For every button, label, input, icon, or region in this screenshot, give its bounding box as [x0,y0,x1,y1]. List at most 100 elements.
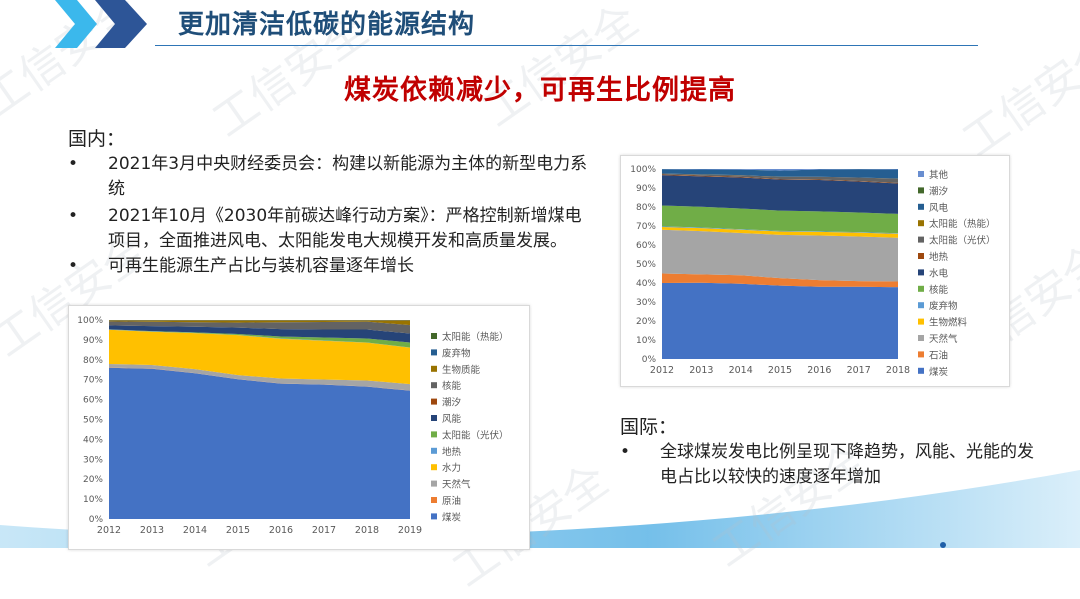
legend-label: 潮汐 [442,397,461,409]
legend-label: 天然气 [929,333,958,345]
legend-label: 核能 [929,284,949,296]
bullet-text: 2021年3月中央财经委员会：构建以新能源为主体的新型电力系统 [108,154,587,199]
x-tick-label: 2015 [226,525,250,536]
slide-subtitle: 煤炭依赖减少，可再生比例提高 [0,68,1080,107]
y-tick-label: 10% [636,336,656,346]
legend-label: 水力 [442,462,461,474]
bullet-text: 可再生能源生产占比与装机容量逐年增长 [108,256,414,276]
legend-swatch [431,415,437,421]
legend-label: 天然气 [442,479,471,491]
bullet-text: 2021年10月《2030年前碳达峰行动方案》：严格控制新增煤电项目，全面推进风… [108,206,582,251]
legend-label: 石油 [929,349,948,361]
international-bullets: •全球煤炭发电比例呈现下降趋势，风能、光能的发电占比以较快的速度逐年增加 [620,440,1040,490]
y-tick-label: 0% [89,515,104,525]
y-tick-label: 80% [83,356,103,366]
legend-label: 风能 [442,413,462,425]
x-tick-label: 2019 [398,525,422,536]
x-tick-label: 2014 [183,525,207,536]
y-tick-label: 20% [83,475,103,485]
area-series-0 [662,283,898,359]
legend-swatch [431,366,437,372]
area-series-0 [109,368,410,519]
legend-swatch [918,253,924,259]
legend-label: 太阳能（热能） [929,218,996,230]
legend-label: 风电 [929,202,949,214]
legend-swatch [918,237,924,243]
legend-swatch [431,382,437,388]
y-tick-label: 0% [642,355,657,365]
x-tick-label: 2018 [355,525,379,536]
legend-swatch [918,269,924,275]
legend-swatch [918,187,924,193]
y-tick-label: 60% [83,396,103,406]
bullet-text: 全球煤炭发电比例呈现下降趋势，风能、光能的发电占比以较快的速度逐年增加 [660,442,1034,487]
x-tick-label: 2016 [269,525,293,536]
legend-label: 生物燃料 [929,317,968,329]
legend-label: 原油 [442,495,461,507]
legend-swatch [431,497,437,503]
legend-label: 核能 [442,380,462,392]
legend-swatch [431,513,437,519]
y-tick-label: 40% [83,435,103,445]
legend-label: 废弃物 [442,347,471,359]
title-divider [155,45,978,46]
legend-label: 其他 [929,169,949,181]
domestic-heading: 国内： [68,124,125,151]
x-tick-label: 2012 [650,365,674,376]
legend-swatch [918,319,924,325]
x-tick-label: 2015 [768,365,792,376]
y-tick-label: 90% [83,336,103,346]
legend-label: 地热 [929,251,949,263]
legend-label: 煤炭 [442,511,462,523]
legend-swatch [431,333,437,339]
legend-label: 煤炭 [929,366,949,378]
legend-swatch [918,171,924,177]
legend-swatch [431,399,437,405]
y-tick-label: 10% [83,495,103,505]
y-tick-label: 100% [630,165,656,175]
y-tick-label: 80% [636,203,656,213]
legend-label: 水电 [929,267,949,279]
x-tick-label: 2012 [97,525,121,536]
legend-swatch [918,286,924,292]
bullet-item: •2021年10月《2030年前碳达峰行动方案》：严格控制新增煤电项目，全面推进… [68,204,588,254]
y-tick-label: 70% [83,376,103,386]
x-tick-label: 2018 [886,365,910,376]
y-tick-label: 40% [636,279,656,289]
legend-swatch [918,368,924,374]
legend-label: 太阳能（光伏） [929,235,996,247]
y-tick-label: 60% [636,241,656,251]
legend-swatch [431,481,437,487]
legend-swatch [918,302,924,308]
legend-swatch [431,431,437,437]
y-tick-label: 100% [77,316,103,326]
bullet-item: •可再生能源生产占比与装机容量逐年增长 [68,254,588,279]
bullet-item: •2021年3月中央财经委员会：构建以新能源为主体的新型电力系统 [68,152,588,202]
legend-swatch [918,351,924,357]
legend-swatch [918,220,924,226]
y-tick-label: 20% [636,317,656,327]
y-tick-label: 90% [636,184,656,194]
legend-swatch [431,464,437,470]
international-heading: 国际： [620,412,677,439]
domestic-bullets: •2021年3月中央财经委员会：构建以新能源为主体的新型电力系统 •2021年1… [68,152,588,279]
legend-swatch [918,204,924,210]
legend-swatch [431,448,437,454]
legend-swatch [918,335,924,341]
x-tick-label: 2013 [689,365,713,376]
x-tick-label: 2013 [140,525,164,536]
legend-label: 太阳能（热能） [442,331,509,343]
y-tick-label: 50% [636,260,656,270]
bullet-item: •全球煤炭发电比例呈现下降趋势，风能、光能的发电占比以较快的速度逐年增加 [620,440,1040,490]
page-title: 更加清洁低碳的能源结构 [178,4,475,41]
legend-label: 废弃物 [929,300,958,312]
x-tick-label: 2016 [807,365,831,376]
legend-label: 潮汐 [929,185,948,197]
x-tick-label: 2017 [312,525,336,536]
y-tick-label: 30% [636,298,656,308]
legend-label: 地热 [442,446,462,458]
